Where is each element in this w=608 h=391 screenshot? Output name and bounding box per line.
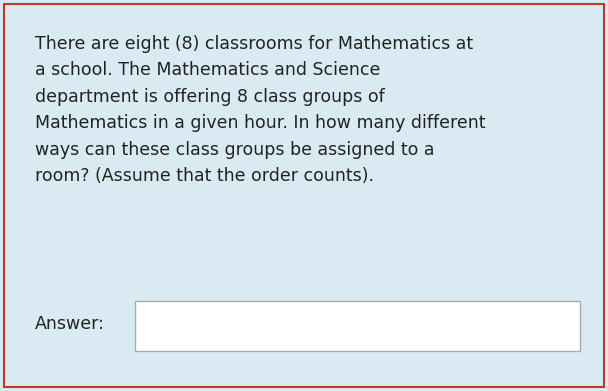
Bar xyxy=(135,301,580,351)
Text: There are eight (8) classrooms for Mathematics at
a school. The Mathematics and : There are eight (8) classrooms for Mathe… xyxy=(35,35,486,185)
Text: Answer:: Answer: xyxy=(35,315,105,333)
